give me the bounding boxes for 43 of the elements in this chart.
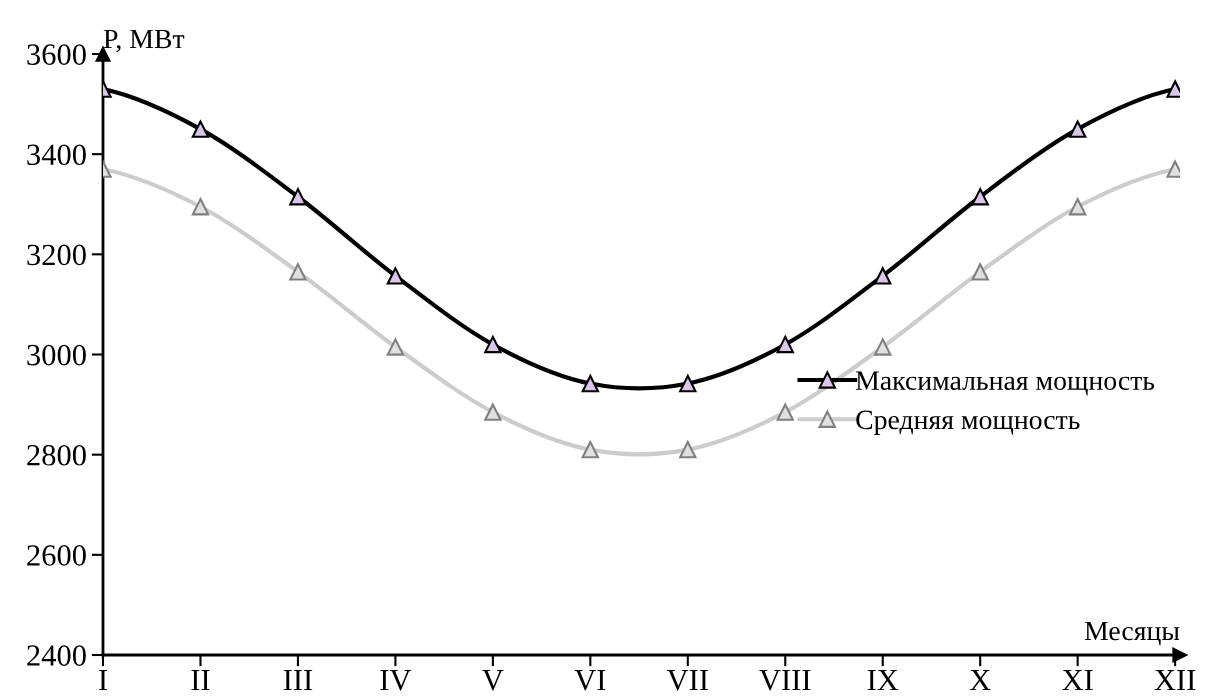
y-tick-label: 2400 (27, 645, 86, 666)
point (776, 335, 794, 354)
x-tick-label: IX (867, 670, 899, 691)
y-tick-label: 3200 (27, 244, 86, 266)
point (581, 374, 600, 393)
point (874, 338, 892, 356)
y-tick-label: 3400 (27, 144, 86, 166)
x-tick-label: III (283, 670, 313, 691)
point (484, 403, 502, 421)
point (191, 198, 210, 216)
y-tick-label: 2600 (27, 545, 86, 566)
point (679, 440, 697, 459)
y-tick-label: 3000 (27, 344, 86, 366)
point (386, 338, 405, 356)
x-axis-title: Месяцы (1084, 621, 1180, 646)
point (289, 263, 307, 281)
point (971, 263, 989, 281)
point (1068, 120, 1087, 138)
point (1068, 198, 1087, 216)
x-tick-label: V (482, 670, 504, 691)
y-axis-title: P, МВт (103, 29, 185, 53)
x-tick-label: I (99, 670, 108, 691)
x-tick-label: XII (1154, 670, 1196, 691)
point (484, 335, 502, 354)
x-tick-label: VII (666, 670, 708, 691)
x-tick-label: IV (380, 670, 412, 691)
point (874, 267, 892, 285)
y-tick-label: 2800 (27, 444, 86, 466)
point (386, 267, 405, 285)
x-tick-label: II (191, 670, 210, 691)
x-tick-label: X (969, 670, 991, 691)
legend-label: Максимальная мощность (855, 371, 1155, 396)
x-tick-label: VI (574, 670, 606, 691)
point (581, 440, 600, 459)
point (191, 120, 210, 138)
point (776, 403, 794, 421)
point (679, 374, 697, 393)
x-tick-label: XI (1062, 670, 1093, 691)
point (971, 188, 989, 206)
legend-label: Средняя мощность (856, 410, 1080, 435)
x-tick-label: VIII (759, 670, 811, 691)
point (289, 188, 307, 206)
y-tick-label: 3600 (27, 44, 86, 65)
